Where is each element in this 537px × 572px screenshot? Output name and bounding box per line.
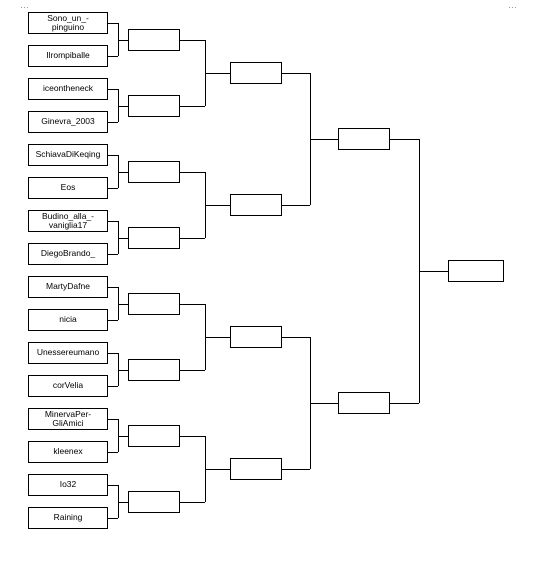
r2-match [128,425,180,447]
r3-match [230,194,282,216]
r2-match [128,95,180,117]
r3-match [230,326,282,348]
r1-participant: corVelia [28,375,108,397]
r1-participant: Ginevra_2003 [28,111,108,133]
r1-participant: Eos [28,177,108,199]
r2-match [128,161,180,183]
header-left: … [20,0,29,10]
bracket-container: Sono_un_- pinguino Ilrompiballe iceonthene… [28,12,527,566]
r1-participant: Ilrompiballe [28,45,108,67]
r2-match [128,491,180,513]
r2-match [128,359,180,381]
r2-match [128,227,180,249]
r2-match [128,29,180,51]
r2-match [128,293,180,315]
r1-participant: Raining [28,507,108,529]
r5-final [448,260,504,282]
r1-participant: Io32 [28,474,108,496]
r1-participant: MartyDafne [28,276,108,298]
r1-participant: nicia [28,309,108,331]
r3-match [230,62,282,84]
header-right: … [508,0,517,10]
r1-participant: MinervaPer- GliAmici [28,408,108,430]
r1-participant: Unessereumano [28,342,108,364]
r1-participant: Sono_un_- pinguino [28,12,108,34]
r4-match [338,392,390,414]
r1-participant: DiegoBrando_ [28,243,108,265]
r1-participant: Budino_alla_- vaniglia17 [28,210,108,232]
r1-participant: SchiavaDiKeqing [28,144,108,166]
r3-match [230,458,282,480]
r1-participant: kleenex [28,441,108,463]
r4-match [338,128,390,150]
r1-participant: iceontheneck [28,78,108,100]
